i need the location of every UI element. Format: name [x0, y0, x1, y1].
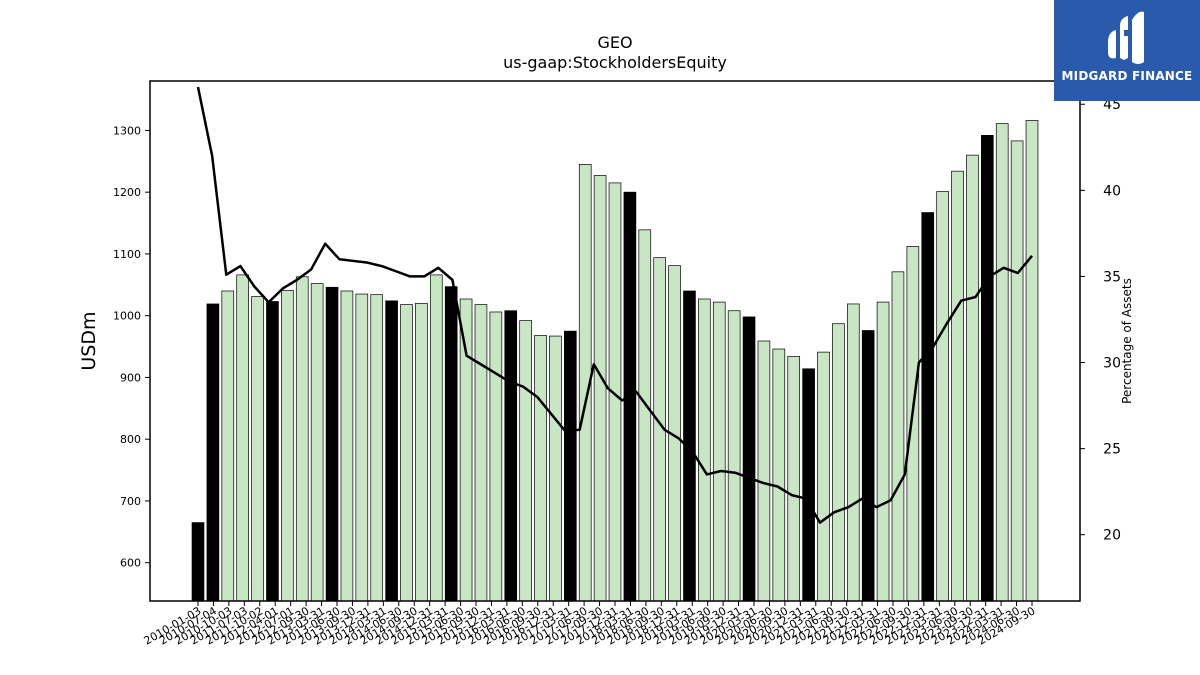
y-tick-label: 700 — [120, 495, 141, 508]
bar-quarterly — [310, 283, 324, 602]
y-tick-label: 900 — [120, 371, 141, 384]
y2-axis-label: Percentage of Assets — [1120, 278, 1134, 404]
bar-quarterly — [727, 310, 741, 602]
bar-annual — [385, 300, 398, 602]
bar-quarterly — [891, 271, 905, 602]
bar-quarterly — [251, 296, 264, 602]
y-tick-label: 1000 — [113, 310, 141, 323]
bar-quarterly — [787, 356, 801, 602]
bar-annual — [921, 212, 935, 602]
bar-annual — [325, 286, 339, 602]
bars-layer — [191, 120, 1039, 602]
bar-annual — [504, 310, 518, 602]
bar-quarterly — [757, 340, 771, 602]
x-axis-ticks: 2010-01-032010-07-042010-10-032011-07-03… — [142, 601, 1038, 648]
y-tick-label: 600 — [120, 557, 141, 570]
right-axis-ticks: 20 25 30 35 40 45 — [1080, 97, 1121, 544]
bar-quarterly — [698, 298, 711, 602]
bar-quarterly — [936, 191, 949, 602]
bar-quarterly — [221, 290, 235, 602]
bar-annual — [564, 330, 577, 602]
bar-quarterly — [236, 274, 249, 602]
midgard-logo-mark-icon — [1108, 11, 1144, 64]
bar-quarterly — [295, 276, 309, 602]
brand-logo: MIDGARD FINANCE — [1054, 0, 1200, 101]
bar-quarterly — [355, 293, 369, 602]
bar-annual — [444, 286, 458, 602]
y2-tick-label: 45 — [1103, 97, 1121, 113]
bar-quarterly — [370, 294, 384, 602]
bar-quarterly — [534, 335, 547, 602]
bar-quarterly — [906, 246, 920, 602]
bar-quarterly — [400, 304, 413, 602]
bar-quarterly — [638, 229, 652, 602]
bar-annual — [266, 301, 279, 602]
bar-annual — [191, 522, 205, 602]
bar-quarterly — [817, 351, 830, 602]
bar-quarterly — [995, 123, 1009, 602]
bar-annual — [861, 330, 875, 602]
line-layer — [196, 86, 1033, 524]
brand-name: MIDGARD FINANCE — [1061, 69, 1193, 83]
bar-quarterly — [519, 320, 532, 602]
bar-annual — [802, 368, 815, 602]
chart-title: GEO — [597, 33, 632, 52]
y2-tick-label: 35 — [1103, 269, 1121, 285]
bar-quarterly — [429, 274, 443, 602]
bar-quarterly — [281, 290, 294, 602]
bar-quarterly — [1025, 120, 1039, 602]
y-tick-label: 1300 — [113, 124, 141, 137]
bar-annual — [742, 316, 756, 602]
left-axis-ticks: 600 700 800 900 1000 1100 1200 1300 — [113, 124, 150, 570]
bar-quarterly — [459, 298, 473, 602]
line-percentage-of-assets — [196, 86, 1033, 524]
bar-annual — [206, 303, 220, 602]
y2-tick-label: 20 — [1103, 528, 1121, 544]
bar-quarterly — [489, 311, 503, 602]
bar-quarterly — [846, 303, 860, 602]
bar-quarterly — [712, 301, 726, 602]
bar-quarterly — [966, 154, 979, 602]
bar-annual — [981, 135, 994, 602]
bar-quarterly — [876, 301, 890, 602]
y2-tick-label: 25 — [1103, 442, 1121, 458]
bar-quarterly — [474, 304, 488, 602]
bar-quarterly — [951, 170, 964, 602]
y-tick-label: 1100 — [113, 248, 141, 261]
y-tick-label: 800 — [120, 433, 141, 446]
bar-quarterly — [832, 323, 845, 602]
bar-quarterly — [415, 302, 428, 602]
y-axis-label: USDm — [78, 311, 100, 370]
plot-frame — [149, 80, 1081, 602]
bar-quarterly — [340, 290, 354, 602]
y-tick-label: 1200 — [113, 186, 141, 199]
y2-tick-label: 30 — [1103, 356, 1121, 372]
bar-quarterly — [772, 348, 786, 602]
bar-quarterly — [1010, 140, 1024, 602]
bar-quarterly — [593, 175, 607, 602]
chart-subtitle: us-gaap:StockholdersEquity — [503, 53, 727, 72]
y2-tick-label: 40 — [1103, 183, 1121, 199]
bar-quarterly — [549, 335, 562, 602]
